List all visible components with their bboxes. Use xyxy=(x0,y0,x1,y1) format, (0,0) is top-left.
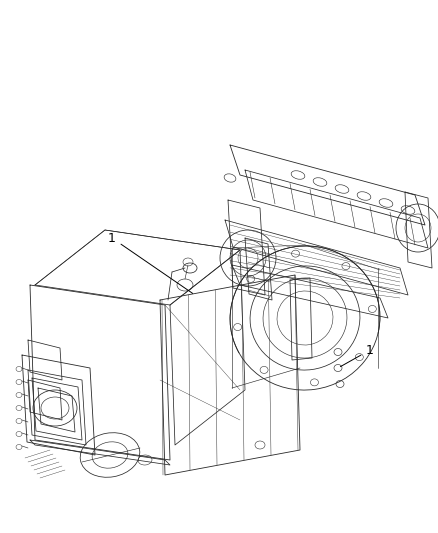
Text: 1: 1 xyxy=(340,343,374,367)
Text: 1: 1 xyxy=(108,231,193,294)
